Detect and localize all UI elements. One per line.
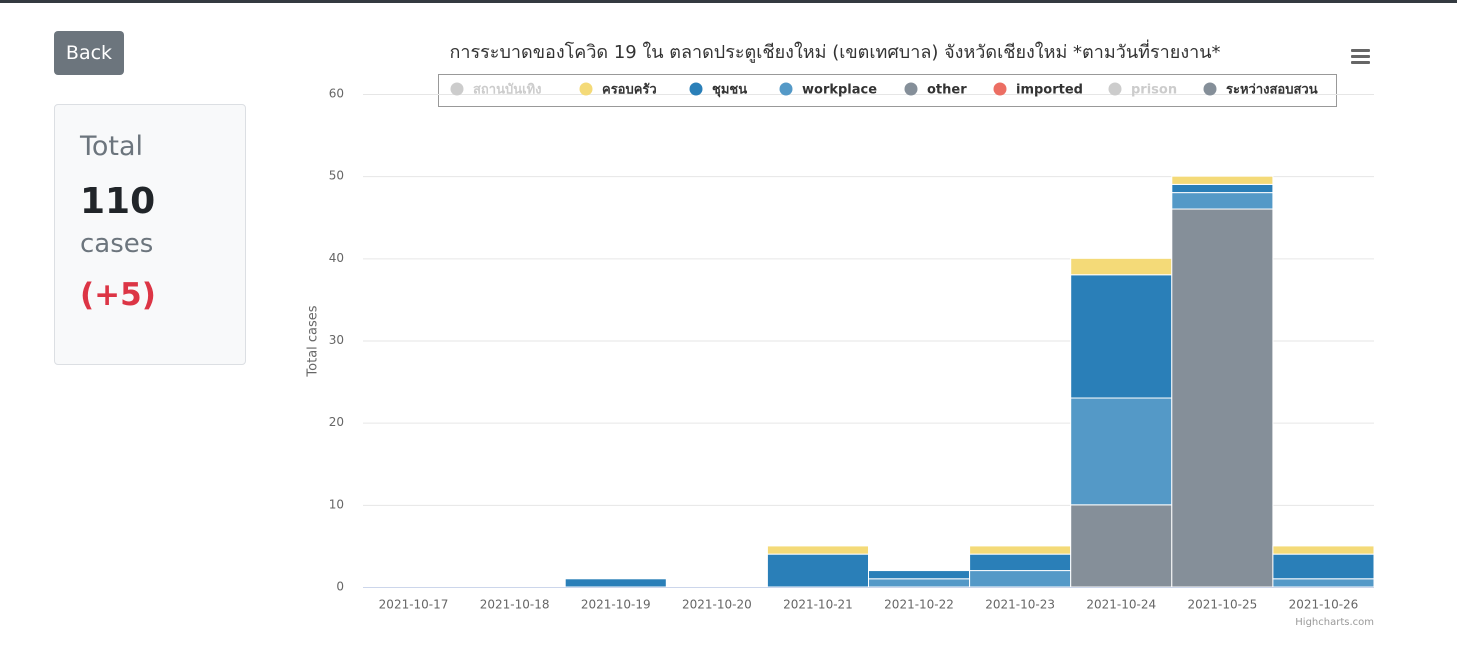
menu-bar	[1351, 49, 1370, 52]
total-count: 110	[80, 181, 156, 222]
bar-segment	[1070, 504, 1173, 588]
legend-marker	[1108, 82, 1122, 96]
menu-button[interactable]	[1351, 49, 1370, 64]
legend-label[interactable]: ครอบครัว	[602, 83, 657, 98]
x-tick-label: 2021-10-22	[884, 598, 954, 612]
legend-label[interactable]: ชุมชน	[712, 83, 747, 98]
total-change: (+5)	[80, 277, 156, 313]
bar-segment	[1171, 183, 1274, 194]
legend-marker	[579, 82, 593, 96]
legend-marker	[993, 82, 1007, 96]
y-tick-label: 10	[329, 497, 344, 511]
y-tick-label: 30	[329, 333, 344, 347]
x-tick-label: 2021-10-21	[783, 598, 853, 612]
bar-segment	[1070, 274, 1173, 399]
x-tick-label: 2021-10-23	[985, 598, 1055, 612]
legend-label[interactable]: prison	[1131, 83, 1177, 98]
bar-segment	[1070, 397, 1173, 506]
total-label: Total	[80, 131, 144, 162]
bar-segment	[1171, 175, 1274, 185]
x-tick-label: 2021-10-18	[480, 598, 550, 612]
credit[interactable]: Highcharts.com	[1295, 617, 1374, 628]
x-tick-label: 2021-10-17	[379, 598, 449, 612]
chart-title: การระบาดของโควิด 19 ใน ตลาดประตูเชียงใหม…	[449, 39, 1220, 63]
x-tick-label: 2021-10-24	[1086, 598, 1156, 612]
legend-label[interactable]: other	[927, 83, 967, 98]
y-tick-label: 50	[329, 169, 344, 183]
legend-label[interactable]: workplace	[802, 83, 877, 98]
bar-segment	[1272, 578, 1375, 588]
bar-segment	[1171, 208, 1274, 588]
legend-box	[438, 74, 1337, 107]
bar-segment	[1171, 192, 1274, 210]
bar-segment	[1272, 553, 1375, 580]
bar-segment	[1272, 545, 1375, 555]
y-tick-label: 60	[329, 87, 344, 101]
legend-marker	[904, 82, 918, 96]
legend-label[interactable]: สถานบันเทิง	[473, 83, 542, 98]
menu-bar	[1351, 55, 1370, 58]
legend-marker	[779, 82, 793, 96]
y-axis-title: Total cases	[306, 305, 321, 377]
bar-segment	[969, 553, 1072, 572]
total-unit: cases	[80, 229, 154, 259]
bar-segment	[969, 545, 1072, 555]
legend-marker	[689, 82, 703, 96]
bar-segment	[969, 570, 1072, 588]
legend-marker	[1203, 82, 1217, 96]
x-tick-label: 2021-10-19	[581, 598, 651, 612]
x-tick-label: 2021-10-26	[1289, 598, 1359, 612]
legend-label[interactable]: ระหว่างสอบสวน	[1226, 83, 1318, 98]
back-button[interactable]: Back	[54, 31, 124, 75]
y-tick-label: 20	[329, 415, 344, 429]
legend-marker	[450, 82, 464, 96]
bar-segment	[868, 578, 971, 588]
top-bar	[0, 0, 1457, 3]
menu-bar	[1351, 61, 1370, 64]
bar-segment	[564, 578, 667, 588]
bar-segment	[766, 545, 870, 555]
legend-label[interactable]: imported	[1016, 83, 1083, 98]
bar-segment	[868, 570, 971, 580]
x-tick-label: 2021-10-25	[1187, 598, 1257, 612]
x-tick-label: 2021-10-20	[682, 598, 752, 612]
bar-segment	[1070, 257, 1173, 276]
y-tick-label: 40	[329, 251, 344, 265]
bar-segment	[766, 553, 870, 588]
total-card: Total 110 cases (+5)	[54, 104, 246, 365]
y-tick-label: 0	[336, 580, 344, 594]
